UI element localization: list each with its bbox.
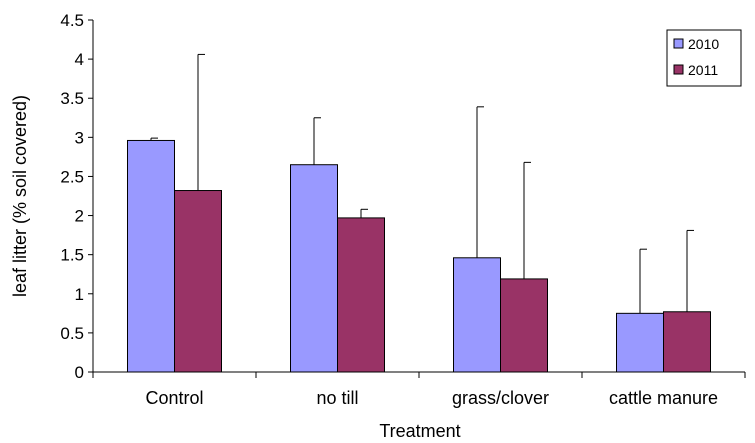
x-axis-title: Treatment	[379, 421, 460, 441]
bar-2010-grass-clover	[453, 257, 501, 373]
bar-2011-grass-clover	[500, 278, 548, 373]
y-tick-label: 3.5	[60, 89, 84, 108]
y-tick-label: 4.5	[60, 11, 84, 30]
bar-2010-control	[127, 139, 175, 373]
bars	[127, 139, 711, 373]
x-tick-label: cattle manure	[609, 388, 718, 408]
y-axis-title: leaf litter (% soil covered)	[10, 95, 30, 297]
x-tick-label: grass/clover	[452, 388, 549, 408]
legend-label-2010: 2010	[688, 36, 719, 52]
legend-swatch-2011	[673, 64, 684, 75]
y-tick-label: 0.5	[60, 324, 84, 343]
y-ticks: 0 0.5 1 1.5 2 2.5 3 3.5 4 4.5	[60, 11, 93, 382]
y-tick-label: 1.5	[60, 246, 84, 265]
bar-2011-control	[174, 190, 222, 373]
y-tick-label: 4	[75, 50, 84, 69]
y-tick-label: 3	[75, 128, 84, 147]
x-tick-labels: Control no till grass/clover cattle manure	[92, 372, 746, 408]
error-bars	[150, 53, 694, 314]
legend-label-2011: 2011	[688, 62, 718, 78]
y-tick-label: 1	[75, 285, 84, 304]
bar-2010-cattle-manure	[616, 312, 664, 373]
legend: 2010 2011	[666, 29, 742, 87]
bar-2011-no-till	[337, 217, 385, 373]
y-tick-label: 2.5	[60, 167, 84, 186]
y-tick-label: 0	[75, 363, 84, 382]
bar-2011-cattle-manure	[663, 311, 711, 373]
x-tick-label: Control	[145, 388, 203, 408]
x-tick-label: no till	[316, 388, 358, 408]
bar-2010-no-till	[290, 164, 338, 373]
y-tick-label: 2	[75, 207, 84, 226]
legend-swatch-2010	[673, 38, 684, 49]
